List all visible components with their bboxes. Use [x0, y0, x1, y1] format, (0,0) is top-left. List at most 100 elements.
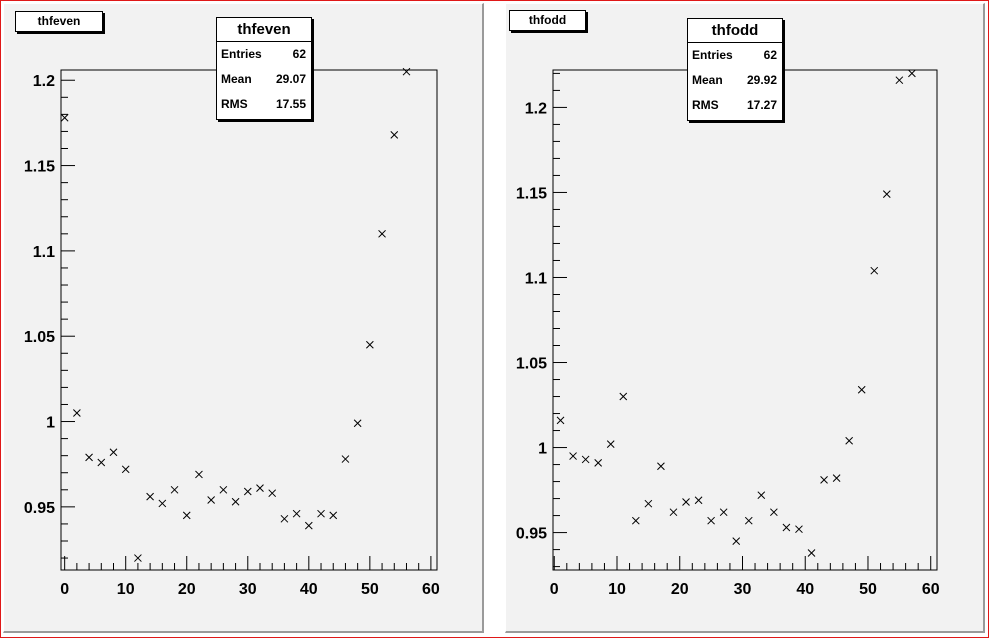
- data-point-marker: [732, 537, 741, 545]
- stats-row-rms: RMS 17.55: [217, 92, 311, 117]
- x-tick-label: 60: [422, 581, 440, 598]
- data-point-marker: [908, 69, 916, 78]
- x-tick-label: 20: [671, 581, 689, 598]
- data-point-marker: [657, 462, 665, 471]
- stats-label: Mean: [692, 73, 723, 87]
- plot-frame: [552, 69, 938, 571]
- stats-label: Entries: [221, 47, 262, 61]
- data-point-marker: [631, 516, 640, 525]
- data-point-marker: [378, 229, 386, 238]
- stats-box[interactable]: thfeven Entries 62 Mean 29.07 RMS 17.55: [216, 17, 312, 120]
- data-point-marker: [280, 514, 289, 523]
- data-point-marker: [366, 340, 374, 349]
- stats-label: Entries: [692, 48, 733, 62]
- stats-row-entries: Entries 62: [688, 43, 782, 68]
- y-tick-label: 0.95: [24, 500, 55, 517]
- data-point-marker: [109, 448, 118, 457]
- data-point-marker: [807, 549, 816, 557]
- data-point-marker: [317, 509, 325, 518]
- x-tick-label: 10: [117, 581, 135, 598]
- y-tick-label: 1.05: [516, 356, 547, 373]
- data-point-marker: [857, 385, 866, 394]
- data-point-marker: [158, 499, 167, 508]
- y-tick-label: 1.1: [33, 244, 55, 261]
- x-tick-label: 10: [608, 581, 626, 598]
- histogram-name-tag[interactable]: thfeven: [15, 11, 103, 32]
- stats-row-rms: RMS 17.27: [688, 93, 782, 118]
- x-tick-label: 30: [239, 581, 257, 598]
- data-point-marker: [744, 516, 753, 525]
- stats-value: 17.27: [746, 98, 777, 112]
- stats-label: Mean: [221, 72, 252, 86]
- data-point-marker: [594, 459, 603, 467]
- data-point-marker: [402, 67, 411, 76]
- scatter-plot-thfodd: 0 10 20 30 40 50 60 0.95 1 1.05 1.1 1.15 1.2: [516, 69, 940, 598]
- data-point-marker: [556, 416, 565, 425]
- y-tick-label: 0.95: [516, 526, 547, 543]
- data-point-marker: [682, 498, 690, 506]
- stats-row-mean: Mean 29.92: [688, 68, 782, 93]
- stats-label: RMS: [692, 98, 719, 112]
- data-point-marker: [121, 465, 130, 474]
- stats-title: thfeven: [217, 18, 311, 42]
- data-point-marker: [353, 419, 362, 428]
- y-tick-label: 1.2: [33, 73, 55, 90]
- data-point-marker: [795, 525, 803, 534]
- data-point-marker: [882, 190, 891, 199]
- data-point-marker: [329, 511, 338, 520]
- data-point-marker: [581, 455, 590, 464]
- data-point-marker: [170, 485, 179, 494]
- data-point-marker: [782, 523, 791, 532]
- data-point-marker: [390, 130, 399, 139]
- x-tick-label: 40: [796, 581, 814, 598]
- y-tick-label: 1.1: [525, 270, 547, 287]
- data-point-marker: [207, 496, 216, 504]
- x-tick-label: 50: [361, 581, 379, 598]
- stats-row-entries: Entries 62: [217, 42, 311, 67]
- data-point-marker: [644, 499, 653, 508]
- data-point-marker: [895, 76, 904, 85]
- stats-label: RMS: [221, 97, 248, 111]
- pad-left[interactable]: 0 10 20 30 40 50 60 0.95 1 1.05 1.1 1.15 1.2 thfeven…: [3, 3, 484, 633]
- data-point-marker: [256, 484, 264, 492]
- data-point-marker: [832, 474, 841, 483]
- data-point-marker: [85, 453, 93, 462]
- data-point-marker: [292, 509, 301, 518]
- data-point-marker: [268, 489, 277, 498]
- data-point-marker: [707, 516, 715, 525]
- pad-right[interactable]: 0 10 20 30 40 50 60 0.95 1 1.05 1.1 1.15 1.2 thfodd …: [505, 3, 985, 633]
- data-point-marker: [719, 508, 728, 517]
- data-point-marker: [182, 511, 191, 520]
- y-tick-label: 1.15: [516, 185, 547, 202]
- data-point-marker: [97, 458, 106, 467]
- x-tick-label: 0: [550, 581, 559, 598]
- data-point-marker: [669, 508, 678, 517]
- stats-value: 17.55: [275, 97, 306, 111]
- data-point-marker: [60, 113, 69, 122]
- stats-row-mean: Mean 29.07: [217, 67, 311, 92]
- x-tick-label: 0: [60, 581, 69, 598]
- data-point-marker: [134, 554, 142, 562]
- data-point-marker: [219, 485, 228, 494]
- y-tick-label: 1.15: [24, 159, 55, 176]
- stats-box[interactable]: thfodd Entries 62 Mean 29.92 RMS 17.27: [687, 18, 783, 121]
- data-point-marker: [619, 392, 628, 401]
- scatter-plot-thfeven: 0 10 20 30 40 50 60 0.95 1 1.05 1.1 1.15 1.2: [24, 67, 440, 598]
- data-point-marker: [231, 497, 240, 506]
- data-point-marker: [694, 496, 703, 505]
- data-point-marker: [606, 440, 615, 449]
- stats-value: 29.92: [746, 73, 777, 87]
- data-point-marker: [770, 508, 778, 517]
- y-tick-label: 1: [538, 441, 547, 458]
- stats-value: 29.07: [275, 72, 306, 86]
- data-point-marker: [820, 476, 828, 484]
- stats-title: thfodd: [688, 19, 782, 43]
- data-point-marker: [341, 455, 350, 463]
- data-point-marker: [870, 266, 879, 275]
- stats-value: 62: [763, 48, 777, 62]
- data-point-marker: [146, 492, 154, 501]
- histogram-name-tag[interactable]: thfodd: [509, 10, 586, 31]
- data-point-marker: [304, 521, 313, 530]
- x-tick-label: 30: [734, 581, 752, 598]
